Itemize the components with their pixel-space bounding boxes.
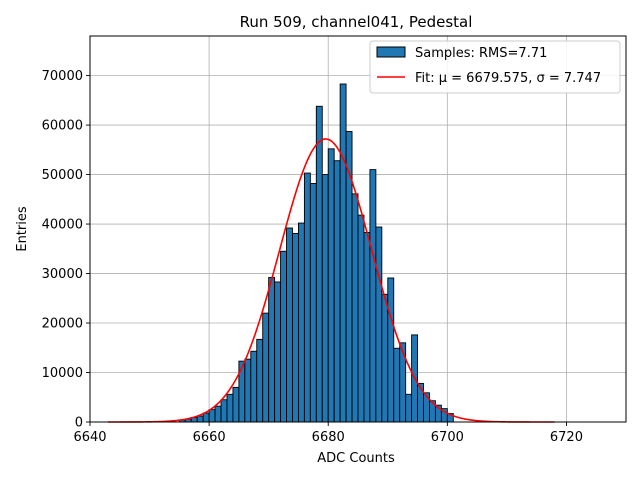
histogram-bar <box>333 160 341 423</box>
chart-title: Run 509, channel041, Pedestal <box>240 13 473 31</box>
histogram-bar <box>315 105 323 423</box>
histogram-bar <box>220 399 228 423</box>
histogram-bar <box>387 277 395 423</box>
histogram-bar <box>303 172 311 423</box>
histogram-bar <box>363 232 371 423</box>
histogram-bar <box>351 193 359 423</box>
legend: Samples: RMS=7.71 Fit: μ = 6679.575, σ =… <box>369 40 621 94</box>
y-tick-label: 30000 <box>42 267 83 282</box>
legend-fit-label: Fit: μ = 6679.575, σ = 7.747 <box>415 71 601 86</box>
histogram-bar <box>297 222 305 423</box>
histogram-bar <box>321 174 329 423</box>
legend-histogram-label: Samples: RMS=7.71 <box>415 46 547 61</box>
histogram-bar <box>280 250 287 423</box>
histogram-bar <box>381 293 389 423</box>
histogram-bar <box>202 412 210 423</box>
histogram-bar <box>196 415 204 423</box>
y-tick-label: 10000 <box>42 366 83 381</box>
histogram-bar <box>244 358 252 423</box>
histogram-bar <box>357 214 365 423</box>
histogram-bar <box>226 393 234 423</box>
x-axis-label: ADC Counts <box>317 451 395 466</box>
histogram-bar <box>268 277 276 423</box>
histogram-bar <box>232 386 240 423</box>
y-tick-label: 70000 <box>42 69 83 84</box>
histogram-bar <box>327 148 335 423</box>
x-axis-ticks: 6640 6660 6680 6700 6720 <box>73 422 583 445</box>
histogram-bar <box>208 409 216 423</box>
x-tick-label: 6700 <box>431 430 464 445</box>
legend-histogram-swatch <box>376 46 406 58</box>
legend-box <box>369 40 621 94</box>
axes <box>89 35 627 423</box>
histogram-bar <box>339 83 347 423</box>
y-tick-label: 60000 <box>42 119 83 134</box>
x-tick-label: 6660 <box>193 430 226 445</box>
y-tick-label: 40000 <box>42 218 83 233</box>
y-tick-label: 0 <box>75 416 83 431</box>
gaussian-fit-curve <box>107 138 555 423</box>
histogram-bar <box>214 405 222 423</box>
histogram-bar <box>274 281 282 423</box>
histogram-bar <box>405 393 413 423</box>
histogram-bar <box>393 347 401 423</box>
histogram-bar <box>262 312 270 423</box>
y-tick-label: 20000 <box>42 317 83 332</box>
x-tick-label: 6720 <box>550 430 583 445</box>
histogram-bar <box>250 350 258 423</box>
x-tick-label: 6680 <box>312 430 345 445</box>
histogram-bar <box>292 233 299 423</box>
histogram-bar <box>286 227 293 423</box>
y-tick-label: 50000 <box>42 168 83 183</box>
histogram-bar <box>375 226 383 423</box>
axes-frame <box>89 35 627 423</box>
y-axis-label: Entries <box>15 206 30 252</box>
histogram-bar <box>256 338 264 423</box>
histogram-bar <box>309 183 317 423</box>
y-axis-ticks: 0 10000 20000 30000 40000 50000 60000 70000 <box>42 69 90 431</box>
x-tick-label: 6640 <box>73 430 106 445</box>
histogram-bar <box>369 169 377 423</box>
